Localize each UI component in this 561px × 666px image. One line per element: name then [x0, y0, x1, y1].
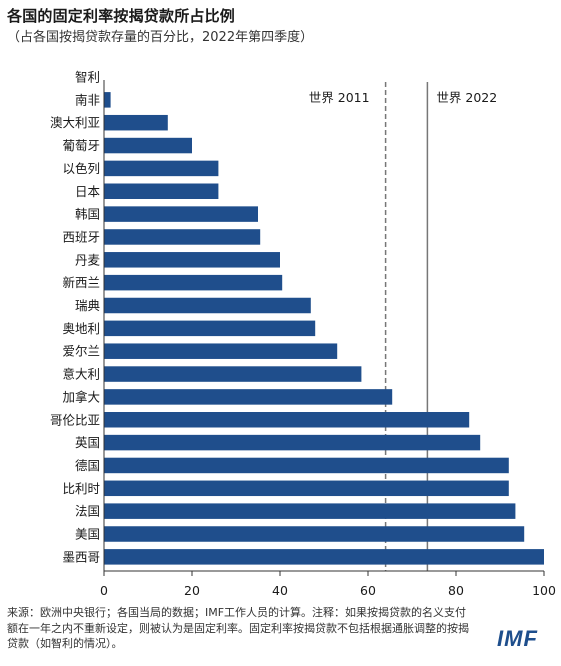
reference-line-label: 世界 2011	[309, 90, 370, 105]
category-label: 美国	[75, 527, 100, 542]
bar	[104, 92, 111, 108]
category-label: 葡萄牙	[62, 138, 100, 153]
category-label: 西班牙	[62, 229, 100, 244]
bar	[104, 252, 280, 268]
category-label: 智利	[75, 70, 100, 85]
category-label: 丹麦	[75, 252, 101, 267]
chart-title: 各国的固定利率按揭贷款所占比例	[7, 7, 236, 25]
category-label: 墨西哥	[62, 549, 100, 564]
bar	[104, 114, 168, 131]
category-label: 以色列	[62, 161, 100, 176]
bar	[104, 183, 219, 199]
bar	[104, 229, 261, 245]
x-tick-label: 100	[532, 583, 556, 598]
x-tick-label: 20	[184, 583, 200, 598]
category-label: 澳大利亚	[50, 115, 100, 130]
category-label: 爱尔兰	[62, 344, 100, 359]
x-tick-label: 80	[448, 583, 464, 598]
bar	[104, 297, 311, 314]
category-label: 德国	[75, 458, 100, 473]
bar	[104, 160, 219, 177]
category-label: 新西兰	[62, 275, 100, 290]
bar	[104, 480, 509, 497]
bar	[104, 137, 192, 154]
bar	[104, 320, 316, 337]
reference-line-label: 世界 2022	[436, 90, 497, 105]
bar	[104, 549, 544, 565]
bar	[104, 343, 338, 359]
category-label: 日本	[75, 184, 101, 199]
category-label: 哥伦比亚	[50, 412, 100, 427]
bar	[104, 503, 516, 519]
category-label: 奥地利	[62, 321, 100, 336]
category-label: 法国	[75, 504, 100, 519]
category-label: 意大利	[62, 367, 100, 382]
category-label: 瑞典	[75, 298, 100, 313]
bar	[104, 526, 525, 542]
category-label: 比利时	[62, 481, 100, 496]
x-tick-label: 40	[272, 583, 288, 598]
category-label: 英国	[75, 435, 100, 450]
chart-footnote: 来源：欧洲中央银行；各国当局的数据；IMF工作人员的计算。注释：如果按揭贷款的名…	[7, 606, 469, 650]
bar	[104, 457, 509, 474]
x-tick-label: 60	[360, 583, 376, 598]
category-label: 加拿大	[62, 389, 100, 404]
bar	[104, 434, 481, 451]
category-label: 南非	[75, 92, 100, 107]
chart-subtitle: （占各国按揭贷款存量的百分比，2022年第四季度）	[7, 30, 314, 45]
bar	[104, 366, 362, 382]
x-tick-label: 0	[100, 583, 108, 598]
bar	[104, 412, 470, 428]
imf-logo: IMF	[497, 626, 538, 651]
bar	[104, 206, 258, 222]
bar	[104, 274, 283, 291]
bar	[104, 389, 393, 405]
category-label: 韩国	[75, 207, 100, 222]
